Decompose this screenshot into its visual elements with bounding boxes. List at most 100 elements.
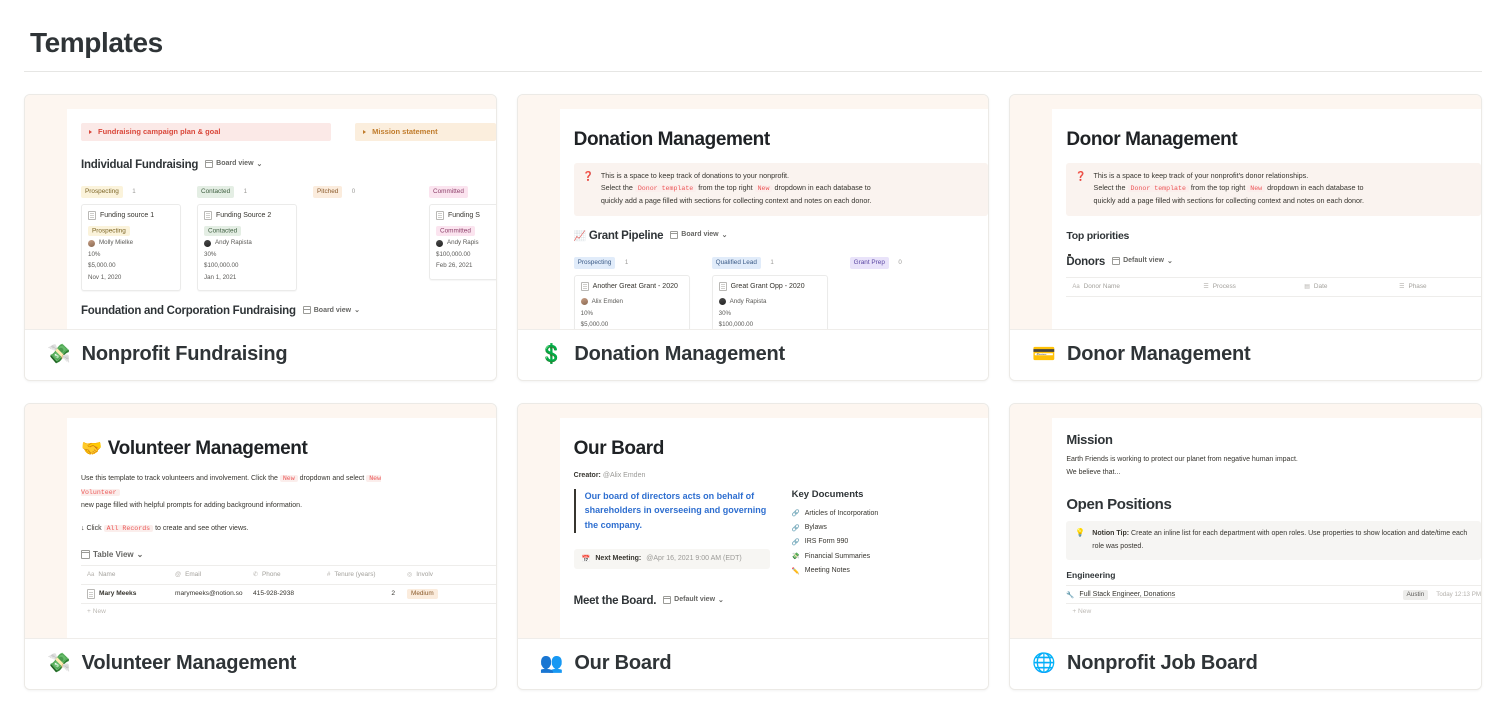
callout-text: dropdown in each database to (774, 183, 871, 193)
question-mark-icon: ❓ (582, 170, 594, 181)
card-preview[interactable]: Fundraising campaign plan & goal Mission… (25, 94, 496, 329)
click-text: to create and see other views. (155, 525, 249, 533)
code-all-records: All Records (103, 525, 154, 533)
busts-in-silhouette-icon: 👥 (539, 652, 564, 674)
list-item: 🔗 Articles of Incorporation (792, 507, 879, 521)
intro-line-2: new page filled with helpful prompts for… (81, 502, 303, 510)
table-header-cell: Aa Name (81, 571, 169, 578)
triangle-icon (89, 129, 92, 134)
board-view-icon (205, 159, 214, 168)
header-label: Date (1313, 283, 1328, 291)
card-footer[interactable]: 💲 Donation Management (517, 328, 989, 380)
table-view-icon (1112, 256, 1121, 265)
view-selector: Default view ⌄ (1112, 256, 1173, 265)
page-icon (718, 281, 727, 292)
preview-page: Fundraising campaign plan & goal Mission… (67, 108, 496, 329)
list-item-label: Financial Summaries (804, 552, 871, 560)
date: Jan 1, 2021 (204, 273, 237, 281)
callout: ❓ This is a space to keep track of donat… (573, 162, 989, 216)
callout-line-3: quickly add a page filled with sections … (1093, 195, 1365, 205)
view-selector: Table View ⌄ (81, 549, 144, 559)
card-footer[interactable]: 🌐 Nonprofit Job Board (1010, 637, 1481, 689)
board-card-title: Great Grant Opp - 2020 (730, 282, 805, 290)
preview-page: Mission Earth Friends is working to prot… (1052, 417, 1481, 638)
job-title: Full Stack Engineer, Donations (1079, 591, 1176, 599)
table-header-cell: @ Email (169, 571, 247, 578)
list-item: 🔗 Bylaws (792, 521, 879, 535)
board-column: Contacted 1 Funding Source 2 Contacted (197, 180, 297, 292)
card-preview[interactable]: Mission Earth Friends is working to prot… (1010, 403, 1481, 638)
section-heading: Top priorities (1066, 229, 1130, 242)
card-preview[interactable]: Our Board Creator: @Alix Emden Our board… (517, 403, 989, 638)
chevron-down-icon: ⌄ (721, 231, 728, 239)
cell-value: Mary Meeks (99, 590, 137, 598)
preview-title-text: Donation Management (573, 128, 771, 150)
board-card-title-row: Funding S (436, 210, 496, 221)
board-card-title-row: Funding Source 2 (204, 210, 290, 221)
card-footer[interactable]: 👥 Our Board (517, 637, 989, 689)
board-view-icon (302, 306, 311, 315)
card-footer[interactable]: 💸 Nonprofit Fundraising (25, 328, 496, 380)
chevron-down-icon: ⌄ (354, 307, 360, 315)
card-footer[interactable]: 💳 Donor Management (1010, 328, 1481, 380)
board-card-title-row: Funding source 1 (88, 210, 174, 221)
callout-line-2: Select the Donor template from the top r… (1094, 182, 1365, 195)
view-label: Default view (674, 596, 716, 604)
view-label: Table View (93, 549, 134, 559)
card-preview[interactable]: Donation Management ❓ This is a space to… (517, 94, 989, 329)
mission-line-1: Earth Friends is working to protect our … (1066, 455, 1298, 463)
template-title: Donation Management (574, 342, 785, 365)
card-preview[interactable]: Donor Management ❓ This is a space to ke… (1010, 94, 1481, 329)
header-label: Name (98, 571, 116, 579)
header-label: Tenure (years) (334, 571, 376, 579)
section-grant-pipeline: 📈 Grant Pipeline Board view ⌄ (574, 230, 989, 242)
toggle-fundraising-plan: Fundraising campaign plan & goal (81, 122, 332, 141)
status-chip: Contacted (204, 225, 242, 236)
template-card-donation-management[interactable]: Donation Management ❓ This is a space to… (516, 93, 990, 381)
section-meet-the-board: Meet the Board. Default view ⌄ (574, 595, 989, 607)
open-positions-heading: Open Positions (1066, 496, 1172, 514)
table-header-row: Aa Name @ Email ✆ Phone (81, 564, 496, 585)
column-count: 1 (624, 258, 629, 266)
chevron-down-icon: ⌄ (136, 549, 144, 559)
column-chip: Pitched (313, 186, 343, 198)
amount: $5,000.00 (88, 262, 116, 270)
template-card-volunteer-management[interactable]: 🤝 Volunteer Management Use this template… (24, 402, 497, 690)
template-card-donor-management[interactable]: Donor Management ❓ This is a space to ke… (1009, 93, 1482, 381)
key-documents-heading: Key Documents (791, 488, 864, 500)
board-column: Pitched 0 (313, 180, 413, 291)
status-chip: Committed (436, 225, 475, 236)
dollar-sign-icon: 💲 (539, 343, 564, 365)
card-preview[interactable]: 🤝 Volunteer Management Use this template… (25, 403, 496, 638)
column-chip: Prospecting (573, 257, 616, 269)
intro-text: Use this template to track volunteers an… (81, 474, 278, 482)
board-card-person: Andy Rapista (718, 296, 821, 307)
list-item: 💸 Financial Summaries (792, 550, 879, 564)
preview-title-text: Our Board (573, 437, 665, 459)
callout-text: from the top right (1190, 183, 1246, 193)
page-icon (87, 589, 95, 599)
template-card-nonprofit-job-board[interactable]: Mission Earth Friends is working to prot… (1009, 402, 1482, 690)
board-column: Prospecting 1 Funding source 1 Prospecti… (81, 180, 181, 292)
select-type-icon: ☰ (1399, 284, 1405, 291)
email-type-icon: @ (175, 571, 182, 578)
template-card-nonprofit-fundraising[interactable]: Fundraising campaign plan & goal Mission… (24, 93, 497, 381)
board-card-person: Andy Rapis (436, 237, 496, 248)
list-item: 🔗 IRS Form 990 (792, 535, 879, 549)
view-label: Board view (313, 306, 352, 314)
template-card-our-board[interactable]: Our Board Creator: @Alix Emden Our board… (516, 402, 990, 690)
new-row-button[interactable]: + New (81, 604, 496, 619)
column-chip: Prospecting (81, 186, 123, 198)
card-footer[interactable]: 💸 Volunteer Management (25, 637, 496, 689)
amount: $100,000.00 (718, 321, 754, 329)
template-title: Nonprofit Fundraising (81, 342, 288, 365)
preview-page: Donation Management ❓ This is a space to… (559, 108, 989, 329)
avatar (204, 239, 211, 247)
page-icon (204, 210, 212, 221)
key-documents-column: Key Documents 🔗 Articles of Incorporatio… (792, 489, 879, 579)
new-row-button[interactable]: + New (1066, 604, 1481, 619)
section-heading: Grant Pipeline (588, 229, 664, 242)
board-quote: Our board of directors acts on behalf of… (573, 488, 770, 533)
wrench-icon: 🔧 (1066, 591, 1075, 599)
